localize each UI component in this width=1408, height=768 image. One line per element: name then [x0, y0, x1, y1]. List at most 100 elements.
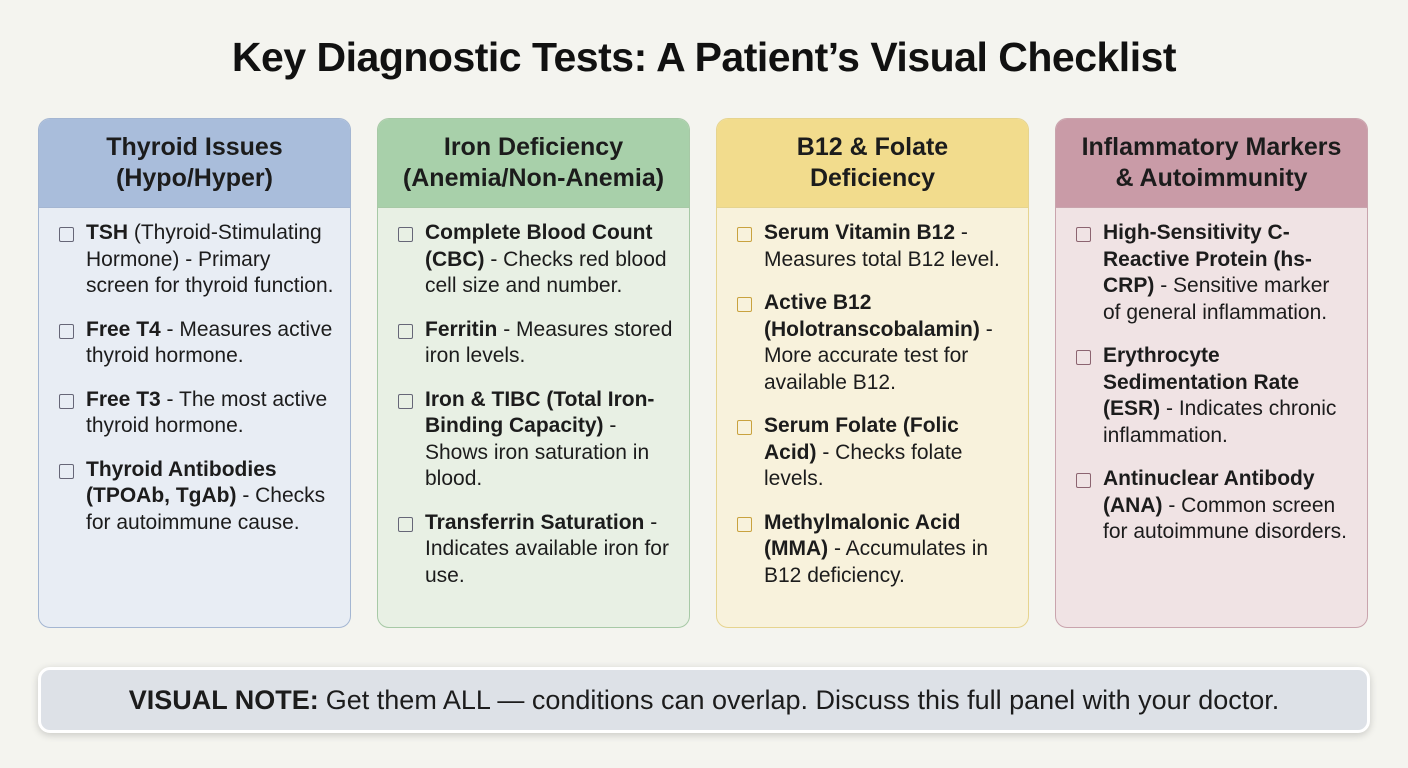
test-description: - Indicates chronic inflammation. — [1103, 397, 1337, 447]
test-name: Free T4 — [86, 317, 161, 341]
test-name: Serum Vitamin B12 — [764, 221, 956, 244]
checklist-item: Serum Vitamin B12 - Measures total B12 l… — [737, 220, 1012, 273]
checkbox — [1076, 473, 1091, 488]
checklist-item: High-Sensitivity C-Reactive Protein (hs-… — [1076, 220, 1351, 326]
checkbox — [737, 516, 752, 532]
note-label: VISUAL NOTE: — [128, 684, 319, 715]
test-description: - Shows iron saturation in blood. — [425, 414, 650, 490]
item-text: Methylmalonic Acid (MMA) - Accumulates i… — [764, 510, 1012, 590]
checklist-item: Erythrocyte Sedimentation Rate (ESR) - I… — [1076, 343, 1351, 449]
category-card: Iron Deficiency (Anemia/Non-Anemia) Comple… — [377, 118, 690, 628]
checklist-item: Free T4 - Measures active thyroid hormon… — [59, 317, 334, 370]
category-card: Inflammatory Markers & Autoimmunity High-S… — [1055, 118, 1368, 628]
test-description: - Checks folate levels. — [764, 440, 963, 491]
checkbox — [737, 227, 752, 242]
test-name: Transferrin Saturation — [425, 510, 645, 534]
test-name: Thyroid Antibodies (TPOAb, TgAb) — [86, 457, 277, 508]
test-name: Serum Folate (Folic Acid) — [764, 414, 959, 464]
checkbox — [398, 323, 413, 339]
checklist-item: Free T3 - The most active thyroid hormon… — [59, 387, 334, 440]
checkbox — [737, 297, 752, 312]
item-text: High-Sensitivity C-Reactive Protein (hs-… — [1103, 220, 1351, 326]
card-body: Serum Vitamin B12 - Measures total B12 l… — [717, 208, 1028, 589]
card-header: Iron Deficiency (Anemia/Non-Anemia) — [378, 119, 689, 208]
test-name: Iron & TIBC (Total Iron-Binding Capacity… — [425, 387, 655, 438]
item-text: Serum Vitamin B12 - Measures total B12 l… — [764, 220, 1012, 273]
checkbox — [398, 227, 413, 242]
checkbox — [398, 393, 413, 409]
checklist-item: Transferrin Saturation - Indicates avail… — [398, 510, 673, 590]
header-line: (Anemia/Non-Anemia) — [402, 164, 665, 192]
test-name: Methylmalonic Acid (MMA) — [764, 510, 961, 561]
item-text: Active B12 (Holotranscobalamin) - More a… — [764, 290, 1012, 396]
card-body: Complete Blood Count (CBC) - Checks red … — [378, 208, 689, 589]
checklist-item: Serum Folate (Folic Acid) - Checks folat… — [737, 413, 1012, 493]
card-body: High-Sensitivity C-Reactive Protein (hs-… — [1056, 208, 1367, 546]
checklist-item: Thyroid Antibodies (TPOAb, TgAb) - Check… — [59, 457, 334, 537]
item-text: Thyroid Antibodies (TPOAb, TgAb) - Check… — [86, 457, 334, 537]
test-description: - The most active thyroid hormone. — [86, 387, 328, 438]
test-description: - Measures total B12 level. — [764, 221, 1000, 271]
checklist-item: Methylmalonic Acid (MMA) - Accumulates i… — [737, 510, 1012, 590]
item-text: Iron & TIBC (Total Iron-Binding Capacity… — [425, 387, 673, 493]
header-line: Inflammatory Markers — [1081, 133, 1342, 161]
header-line: & Autoimmunity — [1115, 164, 1308, 192]
test-name: Complete Blood Count (CBC) — [425, 221, 653, 271]
header-line: Iron Deficiency — [443, 133, 624, 161]
test-name: High-Sensitivity C-Reactive Protein (hs-… — [1103, 221, 1312, 297]
checklist-item: Antinuclear Antibody (ANA) - Common scre… — [1076, 466, 1351, 546]
test-name: Free T3 — [86, 387, 161, 411]
test-name: Erythrocyte Sedimentation Rate (ESR) — [1103, 344, 1300, 420]
checklist-item: Complete Blood Count (CBC) - Checks red … — [398, 220, 673, 300]
item-text: Serum Folate (Folic Acid) - Checks folat… — [764, 413, 1012, 493]
page-title: Key Diagnostic Tests: A Patient’s Visual… — [231, 34, 1177, 80]
checkbox — [737, 420, 752, 435]
note-text: Get them ALL — conditions can overlap. D… — [325, 684, 1280, 715]
checkbox — [59, 323, 74, 339]
item-text: Free T3 - The most active thyroid hormon… — [86, 387, 334, 440]
header-line: Deficiency — [809, 164, 936, 192]
item-text: Complete Blood Count (CBC) - Checks red … — [425, 220, 673, 300]
test-name: Ferritin — [425, 317, 498, 341]
test-description: - Common screen for autoimmune disorders… — [1103, 493, 1347, 544]
checkbox — [59, 463, 74, 479]
header-line: (Hypo/Hyper) — [116, 164, 273, 192]
header-line: B12 & Folate — [796, 133, 949, 161]
test-description: - Checks for autoimmune cause. — [86, 484, 326, 534]
item-text: TSH (Thyroid-Stimulating Hormone) - Prim… — [86, 220, 334, 300]
test-description: (Thyroid-Stimulating Hormone) - Primary … — [86, 221, 334, 297]
card-header: Inflammatory Markers & Autoimmunity — [1056, 119, 1367, 208]
test-description: - Measures active thyroid hormone. — [86, 317, 333, 368]
test-description: - Accumulates in B12 deficiency. — [764, 537, 989, 587]
test-name: Antinuclear Antibody (ANA) — [1103, 467, 1315, 517]
test-name: TSH — [86, 221, 128, 244]
test-description: - Measures stored iron levels. — [425, 317, 673, 368]
card-body: TSH (Thyroid-Stimulating Hormone) - Prim… — [39, 208, 350, 536]
item-text: Erythrocyte Sedimentation Rate (ESR) - I… — [1103, 343, 1351, 449]
checklist-item: Ferritin - Measures stored iron levels. — [398, 317, 673, 370]
test-description: - Indicates available iron for use. — [425, 510, 669, 587]
test-description: - Sensitive marker of general inflammati… — [1103, 274, 1330, 324]
test-name: Active B12 (Holotranscobalamin) — [764, 291, 980, 341]
item-text: Antinuclear Antibody (ANA) - Common scre… — [1103, 466, 1351, 546]
checkbox — [1076, 227, 1091, 242]
card-header: Thyroid Issues (Hypo/Hyper) — [39, 119, 350, 208]
test-description: - Checks red blood cell size and number. — [425, 247, 667, 298]
checkbox — [59, 393, 74, 409]
item-text: Transferrin Saturation - Indicates avail… — [425, 510, 673, 590]
checkbox — [59, 227, 74, 242]
checklist-item: Iron & TIBC (Total Iron-Binding Capacity… — [398, 387, 673, 493]
item-text: Ferritin - Measures stored iron levels. — [425, 317, 673, 370]
item-text: Free T4 - Measures active thyroid hormon… — [86, 317, 334, 370]
card-header: B12 & Folate Deficiency — [717, 119, 1028, 208]
checklist-item: Active B12 (Holotranscobalamin) - More a… — [737, 290, 1012, 396]
checkbox — [398, 516, 413, 532]
category-card: B12 & Folate Deficiency Serum Vitamin B12 … — [716, 118, 1029, 628]
visual-note: VISUAL NOTE: Get them ALL — conditions c… — [38, 667, 1370, 733]
category-card: Thyroid Issues (Hypo/Hyper) TSH (Thyroid-S… — [38, 118, 351, 628]
checklist-item: TSH (Thyroid-Stimulating Hormone) - Prim… — [59, 220, 334, 300]
checkbox — [1076, 350, 1091, 365]
test-description: - More accurate test for available B12. — [764, 317, 993, 394]
header-line: Thyroid Issues — [106, 133, 283, 161]
